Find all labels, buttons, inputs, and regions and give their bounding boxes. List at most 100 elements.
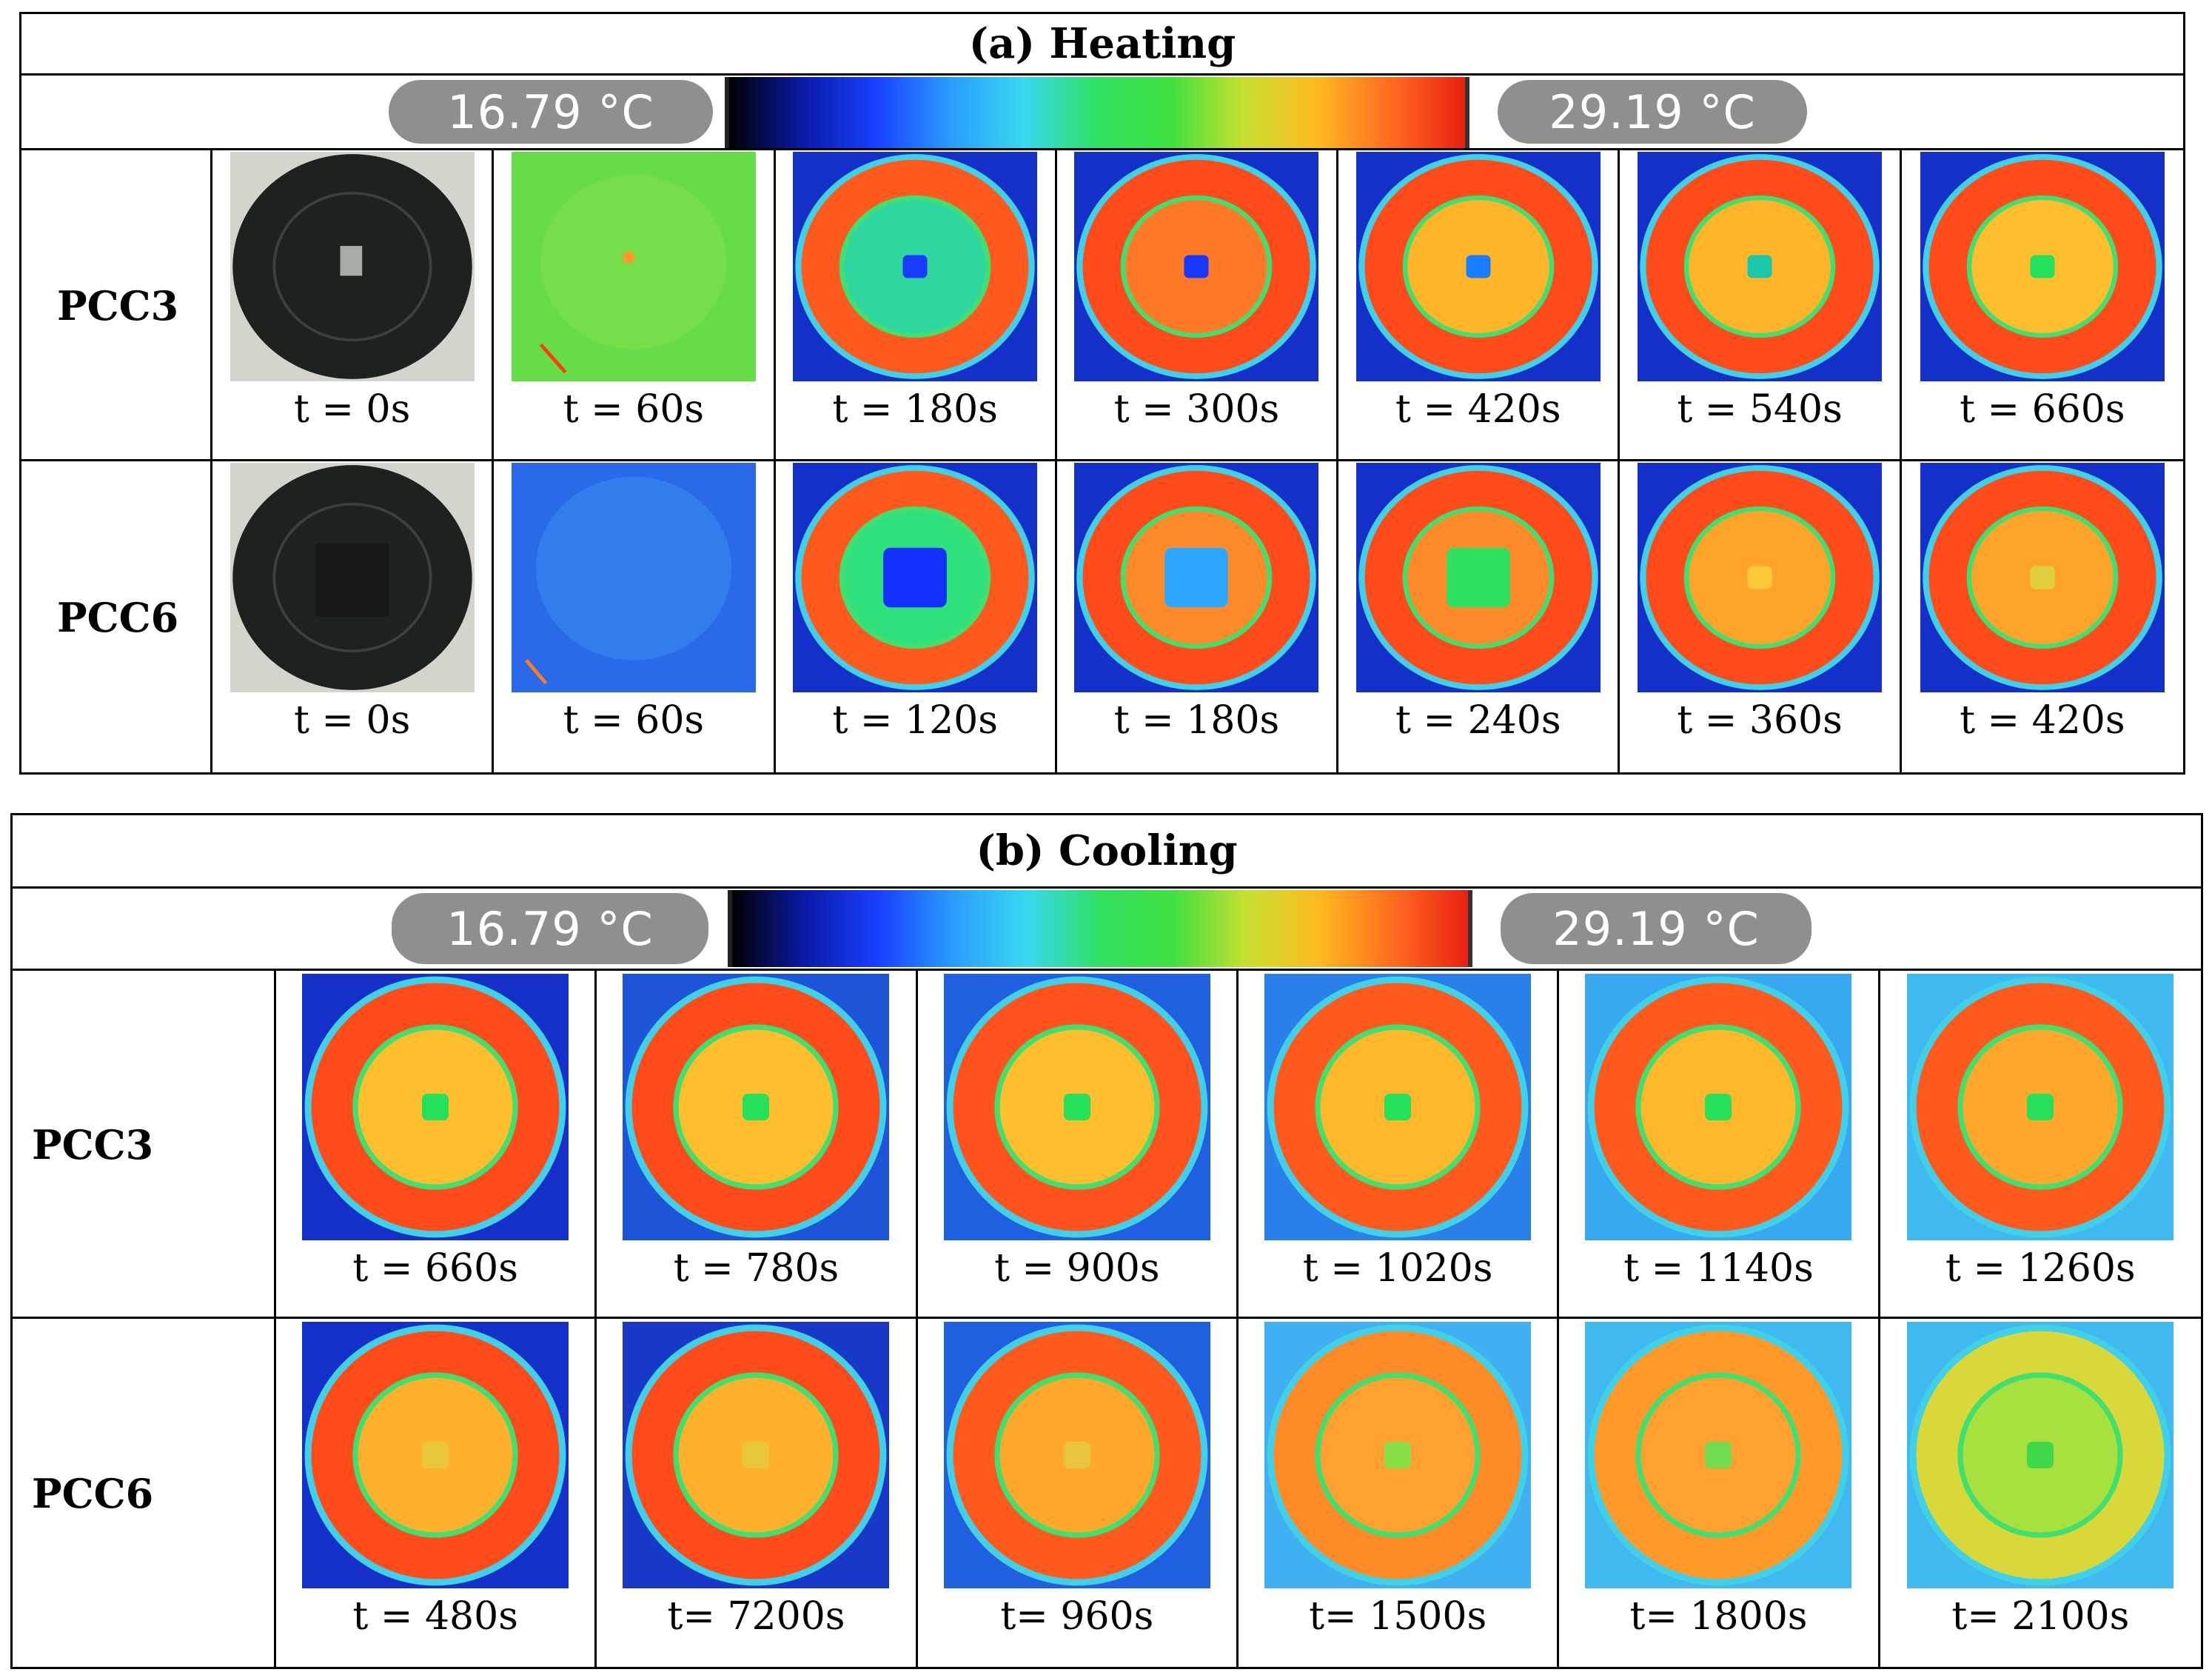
pcm-core bbox=[1064, 1094, 1090, 1120]
pcm-core bbox=[1748, 566, 1772, 589]
time-label: t = 60s bbox=[563, 698, 704, 743]
cooling-grid: PCC3 t = 660s t = 780s t = 900s t = 1020s t =… bbox=[13, 971, 2201, 1667]
frame-cell: t = 780s bbox=[597, 971, 917, 1319]
time-label: t= 2100s bbox=[1951, 1594, 2129, 1639]
thermal-image bbox=[1907, 1322, 2174, 1588]
row-label: PCC6 bbox=[21, 461, 212, 772]
pcm-core bbox=[1705, 1094, 1732, 1120]
sample-photo bbox=[230, 463, 475, 692]
frame-cell: t = 60s bbox=[494, 461, 775, 772]
time-label: t = 60s bbox=[563, 387, 704, 432]
time-label: t = 540s bbox=[1677, 387, 1842, 432]
sample-photo bbox=[230, 152, 475, 381]
panel-title: (b) Cooling bbox=[13, 815, 2201, 889]
thermal-image bbox=[1920, 152, 2165, 381]
thermal-image bbox=[1264, 1322, 1531, 1588]
time-label: t = 660s bbox=[1960, 387, 2125, 432]
pcm-core bbox=[903, 255, 928, 278]
time-label: t = 300s bbox=[1114, 387, 1279, 432]
time-label: t= 1800s bbox=[1629, 1594, 1807, 1639]
frame-cell: t = 0s bbox=[212, 150, 494, 461]
colorbar bbox=[728, 890, 1472, 967]
colorbar bbox=[725, 77, 1469, 148]
pcm-core bbox=[2030, 566, 2054, 589]
thermal-image bbox=[302, 1322, 569, 1588]
frame-cell: t= 1800s bbox=[1559, 1319, 1880, 1667]
time-label: t = 1020s bbox=[1303, 1246, 1493, 1291]
temperature-scale-row: 16.79 °C 29.19 °C bbox=[21, 76, 2183, 150]
pcm-core bbox=[1184, 255, 1209, 278]
frame-cell: t= 2100s bbox=[1880, 1319, 2201, 1667]
pcm-core bbox=[422, 1442, 449, 1468]
pcm-core bbox=[1064, 1442, 1090, 1468]
heating-grid: PCC3 t = 0s t = 60s t = 180s t = 300s t = 420… bbox=[21, 150, 2183, 772]
time-label: t = 240s bbox=[1395, 698, 1561, 743]
time-label: t = 420s bbox=[1395, 387, 1561, 432]
frame-cell: t = 540s bbox=[1620, 150, 1901, 461]
frame-cell: t = 180s bbox=[776, 150, 1057, 461]
thermal-image bbox=[623, 974, 889, 1240]
time-label: t = 1140s bbox=[1623, 1246, 1814, 1291]
frame-cell: t = 1260s bbox=[1880, 971, 2201, 1319]
time-label: t = 180s bbox=[1114, 698, 1279, 743]
frame-cell: t= 7200s bbox=[597, 1319, 917, 1667]
frame-cell: t = 660s bbox=[276, 971, 597, 1319]
frame-cell: t = 180s bbox=[1057, 461, 1338, 772]
time-label: t = 0s bbox=[294, 698, 410, 743]
time-label: t = 1260s bbox=[1945, 1246, 2136, 1291]
frame-cell: t = 60s bbox=[494, 150, 775, 461]
heating-panel: (a) Heating 16.79 °C 29.19 °C PCC3 t = 0s… bbox=[19, 12, 2185, 775]
frame-cell: t= 1500s bbox=[1239, 1319, 1559, 1667]
pcm-core bbox=[1748, 255, 1772, 278]
pcm-core bbox=[422, 1094, 449, 1120]
pcm-core bbox=[1165, 548, 1229, 608]
pcm-core bbox=[1384, 1094, 1411, 1120]
frame-cell: t= 960s bbox=[918, 1319, 1239, 1667]
scale-max-label: 29.19 °C bbox=[1498, 80, 1807, 144]
thermal-image bbox=[623, 1322, 889, 1588]
frame-cell: t = 420s bbox=[1902, 461, 2183, 772]
time-label: t = 120s bbox=[832, 698, 997, 743]
thermal-disc bbox=[541, 175, 727, 350]
time-label: t= 7200s bbox=[667, 1594, 845, 1639]
row-label: PCC3 bbox=[13, 971, 276, 1319]
time-label: t = 0s bbox=[294, 387, 410, 432]
thermal-image bbox=[1356, 152, 1601, 381]
time-label: t= 1500s bbox=[1309, 1594, 1487, 1639]
frame-cell: t = 240s bbox=[1338, 461, 1620, 772]
pcm-core bbox=[1447, 548, 1510, 608]
pcm-core bbox=[743, 1442, 769, 1468]
time-label: t= 960s bbox=[1000, 1594, 1153, 1639]
frame-cell: t = 300s bbox=[1057, 150, 1338, 461]
frame-cell: t = 120s bbox=[776, 461, 1057, 772]
time-label: t = 780s bbox=[674, 1246, 839, 1291]
pcm-sample bbox=[340, 246, 362, 275]
time-label: t = 360s bbox=[1677, 698, 1842, 743]
thermal-image bbox=[1907, 974, 2174, 1240]
frame-cell: t = 360s bbox=[1620, 461, 1901, 772]
thermal-image bbox=[1264, 974, 1531, 1240]
time-label: t = 180s bbox=[832, 387, 997, 432]
row-label: PCC6 bbox=[13, 1319, 276, 1667]
frame-cell: t = 1140s bbox=[1559, 971, 1880, 1319]
thermal-image bbox=[1920, 463, 2165, 692]
scale-min-label: 16.79 °C bbox=[392, 893, 708, 964]
pcm-core bbox=[2027, 1442, 2054, 1468]
frame-cell: t = 0s bbox=[212, 461, 494, 772]
pcm-sample bbox=[315, 544, 389, 617]
thermal-image bbox=[1638, 152, 1882, 381]
time-label: t = 660s bbox=[352, 1246, 517, 1291]
pcm-core bbox=[883, 548, 947, 608]
thermal-image bbox=[1074, 463, 1318, 692]
thermal-image bbox=[512, 463, 756, 692]
frame-cell: t = 420s bbox=[1338, 150, 1620, 461]
thermal-image bbox=[944, 1322, 1210, 1588]
panel-title: (a) Heating bbox=[21, 14, 2183, 76]
time-label: t = 480s bbox=[352, 1594, 517, 1639]
time-label: t = 420s bbox=[1960, 698, 2125, 743]
hot-spot bbox=[623, 252, 635, 264]
scale-min-label: 16.79 °C bbox=[389, 80, 713, 144]
row-label: PCC3 bbox=[21, 150, 212, 461]
frame-cell: t = 900s bbox=[918, 971, 1239, 1319]
thermal-image bbox=[1585, 1322, 1851, 1588]
